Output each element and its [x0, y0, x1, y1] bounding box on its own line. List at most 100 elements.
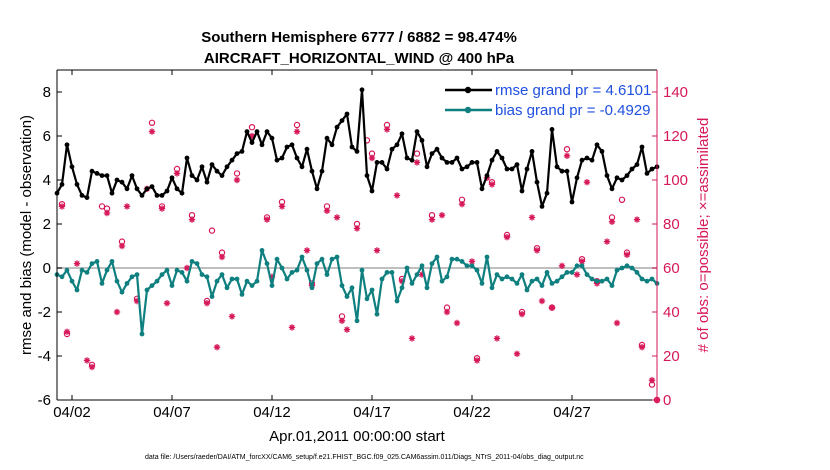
bias-point	[284, 276, 290, 282]
rmse-point	[334, 124, 340, 130]
rmse-point	[229, 157, 235, 163]
bias-point	[294, 267, 300, 273]
bias-point	[404, 265, 410, 271]
legend-bias-label: bias grand pr = -0.4929	[495, 102, 651, 119]
obs-assimilated-point	[573, 271, 581, 278]
rmse-point	[499, 155, 505, 161]
bias-point	[244, 278, 250, 284]
rmse-point	[124, 186, 130, 192]
bias-point	[214, 278, 220, 284]
bias-point	[289, 270, 295, 275]
legend-rmse-label: rmse grand pr = 4.6101	[495, 82, 651, 99]
rmse-point	[144, 186, 150, 192]
rmse-point	[364, 173, 370, 179]
obs-assimilated-point	[633, 216, 641, 223]
obs-assimilated-point	[188, 216, 196, 223]
obs-assimilated-point	[233, 176, 241, 184]
rmse-point	[214, 168, 220, 174]
rmse-point	[309, 168, 315, 174]
bias-point	[324, 272, 330, 277]
rmse-point	[389, 146, 395, 152]
obs-assimilated-point	[228, 313, 236, 320]
bias-point	[649, 276, 655, 282]
obs-assimilated-point	[333, 214, 341, 221]
bias-point	[144, 287, 150, 293]
bias-point	[634, 270, 640, 275]
bias-point	[184, 278, 190, 284]
bias-point	[644, 278, 650, 284]
bias-point	[394, 298, 400, 304]
obs-assimilated-point	[103, 209, 111, 217]
bias-point	[159, 272, 165, 277]
rmse-point	[614, 175, 620, 181]
bias-point	[379, 276, 385, 282]
bias-point	[274, 256, 280, 262]
legend-rmse-marker	[464, 86, 472, 94]
bias-point	[559, 274, 565, 280]
obs-assimilated-point	[518, 311, 526, 318]
bias-point	[434, 254, 440, 260]
obs-assimilated-point	[368, 154, 376, 162]
bias-point	[569, 270, 575, 275]
right-y-tick-label: 120	[663, 128, 688, 145]
bias-point	[499, 276, 505, 282]
plot-area	[57, 70, 657, 400]
rmse-point	[344, 111, 350, 117]
left-y-tick-label: 0	[43, 260, 51, 277]
rmse-point	[409, 157, 415, 163]
obs-possible-point	[618, 196, 626, 203]
bias-point	[624, 263, 630, 269]
rmse-point	[564, 168, 570, 174]
bias-point	[234, 276, 240, 282]
bias-point	[444, 274, 450, 280]
chart-title: Southern Hemisphere 6777 / 6882 = 98.474…	[201, 29, 517, 46]
right-y-tick-label: 0	[663, 392, 671, 409]
rmse-point	[69, 164, 75, 170]
bias-point	[134, 272, 140, 277]
rmse-point	[449, 160, 455, 165]
bias-point	[609, 283, 615, 288]
rmse-point	[104, 173, 110, 179]
rmse-point	[74, 182, 80, 187]
bias-point	[519, 272, 525, 277]
x-tick-label: 04/17	[353, 404, 391, 421]
rmse-point	[289, 142, 295, 148]
bias-point	[389, 270, 395, 275]
rmse-point	[579, 157, 585, 163]
rmse-point	[159, 193, 165, 198]
bias-series	[54, 248, 660, 337]
left-y-tick-label: 4	[43, 172, 51, 189]
x-tick-label: 04/02	[53, 404, 91, 421]
rmse-point	[114, 177, 120, 183]
bias-point	[544, 270, 550, 275]
rmse-point	[129, 173, 135, 179]
rmse-point	[119, 179, 125, 185]
obs-assimilated-point	[288, 324, 296, 331]
obs-assimilated-point	[83, 357, 91, 364]
rmse-point	[139, 193, 145, 198]
obs-assimilated-point	[468, 258, 476, 265]
rmse-point	[534, 179, 540, 185]
obs-assimilated-point	[173, 170, 181, 177]
rmse-point	[539, 204, 545, 209]
bias-point	[579, 263, 585, 269]
obs-assimilated-point	[293, 128, 301, 135]
rmse-point	[619, 177, 625, 183]
obs-assimilated-point	[248, 132, 256, 140]
rmse-point	[549, 126, 555, 132]
obs-possible-point	[148, 119, 156, 127]
rmse-point	[554, 164, 560, 170]
bias-point	[84, 270, 90, 275]
rmse-point	[84, 195, 90, 201]
bias-point	[264, 261, 270, 266]
obs-assimilated-point	[513, 350, 521, 357]
rmse-point	[279, 155, 285, 161]
footer-data-file: data file: /Users/raeder/DAI/ATM_forcXX/…	[145, 454, 584, 461]
rmse-point	[264, 129, 270, 135]
rmse-point	[339, 118, 345, 123]
rmse-point	[399, 131, 405, 137]
rmse-point	[569, 199, 575, 205]
bias-point	[349, 285, 355, 291]
bias-point	[74, 287, 80, 293]
bias-point	[354, 318, 360, 324]
